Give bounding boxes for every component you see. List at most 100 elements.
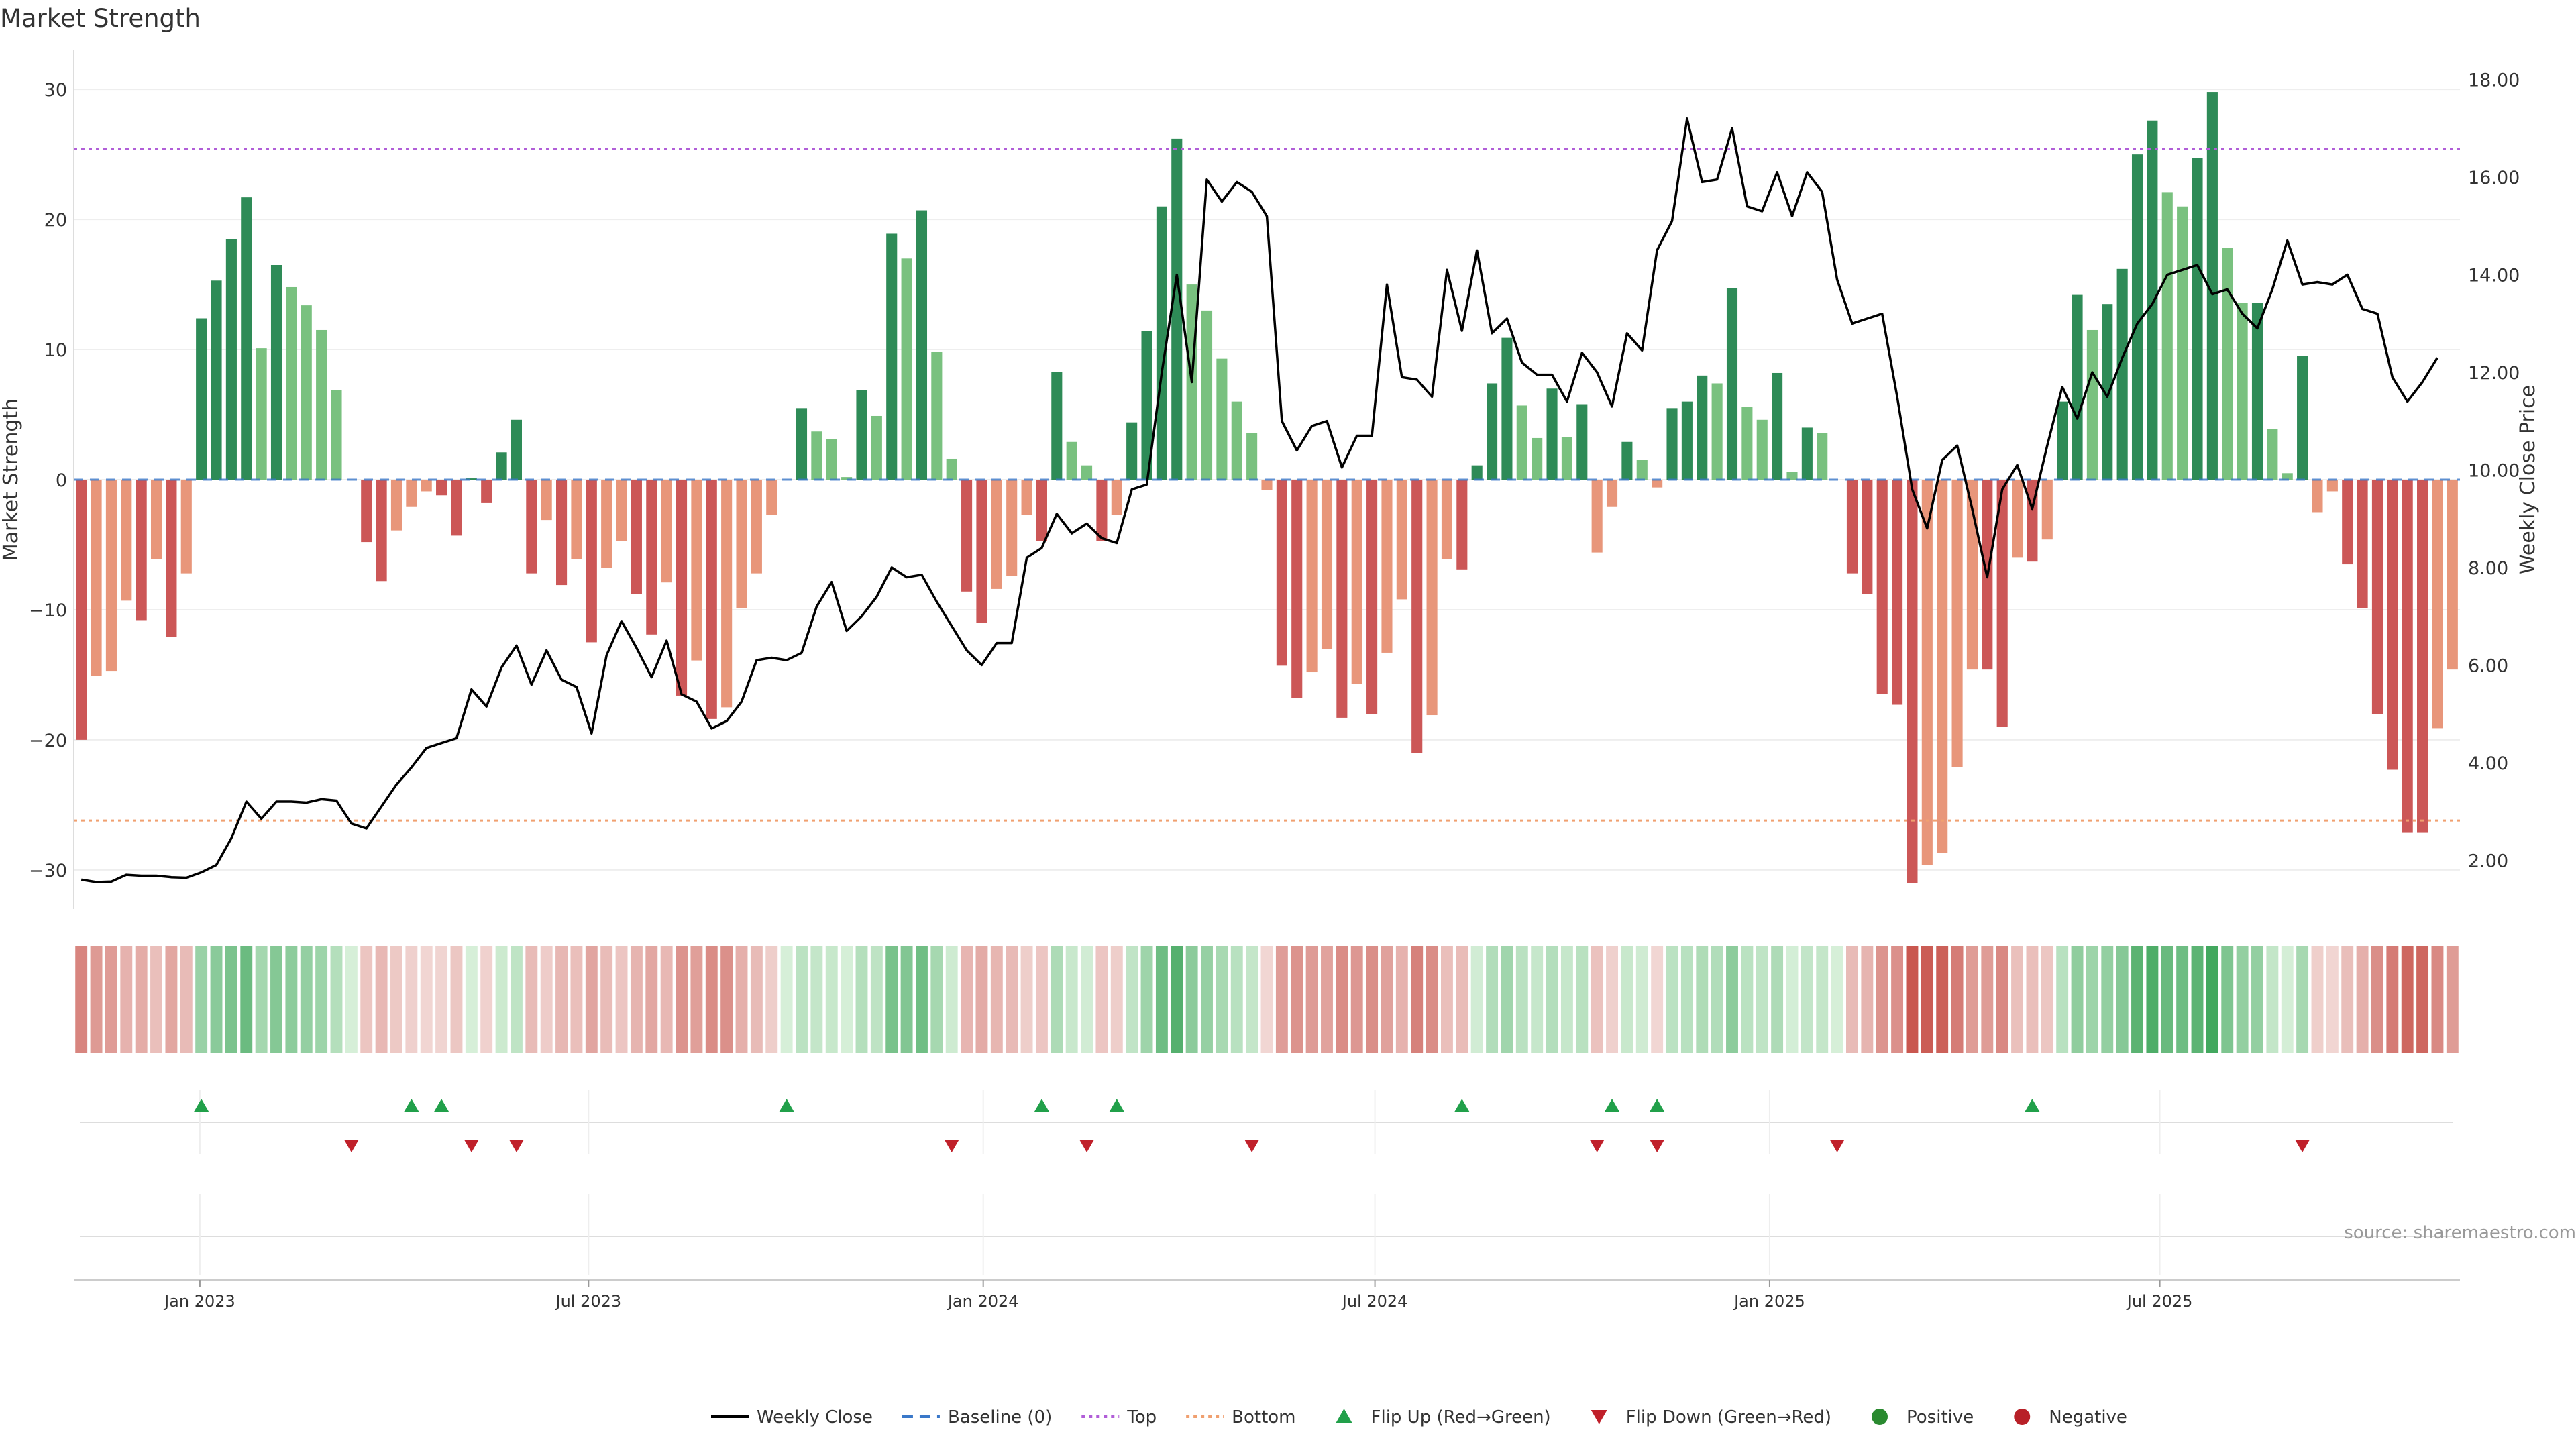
strength-bar bbox=[1966, 480, 1978, 670]
strength-bar bbox=[2312, 480, 2323, 513]
y2-tick-label: 6.00 bbox=[2468, 655, 2508, 676]
strip-cell bbox=[1411, 946, 1424, 1053]
y-axis-label: Market Strength bbox=[0, 398, 23, 561]
strip-cell bbox=[465, 946, 478, 1053]
strip-cell bbox=[1861, 946, 1874, 1053]
strength-bar bbox=[1996, 480, 2008, 727]
x-tick-label: Jan 2023 bbox=[163, 1292, 235, 1311]
strip-cell bbox=[1696, 946, 1709, 1053]
strip-cell bbox=[1741, 946, 1754, 1053]
flip-down-marker bbox=[1244, 1140, 1260, 1152]
weekly-close-line bbox=[80, 117, 2438, 883]
strength-bar bbox=[1652, 480, 1663, 488]
x-tick-label: Jul 2025 bbox=[2126, 1292, 2193, 1311]
strength-bar bbox=[481, 480, 492, 503]
strength-bar bbox=[1321, 480, 1333, 649]
strength-bar bbox=[916, 210, 928, 480]
strip-cell bbox=[1350, 946, 1363, 1053]
strip-cell bbox=[1171, 946, 1183, 1053]
strip-cell bbox=[945, 946, 958, 1053]
strip-cell bbox=[1216, 946, 1228, 1053]
x-axis: Jan 2023 Jul 2023 Jan 2024 Jul 2024 Jan 2025… bbox=[74, 1279, 2460, 1311]
strength-bar bbox=[1111, 480, 1122, 515]
strip-cell bbox=[285, 946, 298, 1053]
strip-cell bbox=[1095, 946, 1108, 1053]
strength-bar bbox=[886, 233, 898, 480]
strength-bar bbox=[841, 477, 853, 480]
strength-bar bbox=[286, 286, 297, 480]
strip-cell bbox=[1771, 946, 1784, 1053]
strip-cell bbox=[1711, 946, 1723, 1053]
strength-bar bbox=[1231, 401, 1242, 480]
strength-heat-strip bbox=[75, 946, 2459, 1053]
strength-bar bbox=[105, 480, 117, 672]
strip-cell bbox=[585, 946, 598, 1053]
strength-bar bbox=[2357, 480, 2368, 608]
strip-cell bbox=[435, 946, 448, 1053]
strength-bar bbox=[1532, 437, 1543, 480]
strip-cell bbox=[2086, 946, 2098, 1053]
strength-bar bbox=[1276, 480, 1287, 666]
flip-down-marker bbox=[1829, 1140, 1845, 1152]
strip-cell bbox=[135, 946, 148, 1053]
x-tick-label: Jan 2024 bbox=[947, 1292, 1019, 1311]
strip-cell bbox=[345, 946, 358, 1053]
strip-cell bbox=[660, 946, 673, 1053]
strip-cell bbox=[2191, 946, 2204, 1053]
strip-cell bbox=[810, 946, 823, 1053]
strength-bar bbox=[1426, 480, 1438, 716]
strip-cell bbox=[105, 946, 117, 1053]
flip-up-marker bbox=[1605, 1099, 1620, 1112]
strength-bar bbox=[601, 480, 612, 568]
strip-cell bbox=[1666, 946, 1678, 1053]
legend-item: Positive bbox=[1872, 1407, 1974, 1428]
strength-bar bbox=[2131, 154, 2143, 480]
strip-cell bbox=[735, 946, 748, 1053]
strip-cell bbox=[870, 946, 883, 1053]
strength-bar bbox=[1892, 480, 1903, 705]
strip-cell bbox=[75, 946, 88, 1053]
strength-bar bbox=[2417, 480, 2428, 833]
strength-bar bbox=[1366, 480, 1378, 714]
y-axis-left: −30 −20 −10 0 10 20 30 bbox=[29, 50, 74, 909]
strip-cell bbox=[1456, 946, 1468, 1053]
strip-cell bbox=[420, 946, 433, 1053]
strength-bar bbox=[1261, 480, 1273, 490]
strip-cell bbox=[2236, 946, 2249, 1053]
strength-bar bbox=[1681, 401, 1693, 480]
strip-cell bbox=[1081, 946, 1093, 1053]
strength-bar bbox=[1711, 383, 1723, 480]
strip-cell bbox=[2281, 946, 2294, 1053]
strip-cell bbox=[1651, 946, 1664, 1053]
strength-bar bbox=[1216, 358, 1228, 480]
strip-cell bbox=[2401, 946, 2414, 1053]
strip-cell bbox=[720, 946, 733, 1053]
strength-bar bbox=[2371, 480, 2383, 714]
strength-bar bbox=[2192, 158, 2203, 480]
strength-bar bbox=[2251, 303, 2263, 480]
legend-label: Baseline (0) bbox=[948, 1407, 1052, 1428]
strength-bar bbox=[1876, 480, 1888, 694]
strip-cell bbox=[2176, 946, 2189, 1053]
flip-markers-panel bbox=[80, 1090, 2453, 1275]
strength-bar bbox=[796, 408, 808, 480]
strip-cell bbox=[90, 946, 103, 1053]
strip-cell bbox=[1981, 946, 1994, 1053]
strength-bar bbox=[2267, 429, 2278, 480]
ref-lines-layer bbox=[74, 148, 2460, 822]
y2-tick-label: 8.00 bbox=[2468, 558, 2508, 579]
flip-up-marker bbox=[194, 1099, 209, 1112]
x-tick-label: Jul 2023 bbox=[554, 1292, 621, 1311]
strength-bar bbox=[1546, 388, 1558, 480]
strip-cell bbox=[2371, 946, 2383, 1053]
strength-bar bbox=[571, 480, 582, 559]
strength-bar bbox=[121, 480, 132, 601]
strength-bar bbox=[2147, 120, 2158, 480]
strength-bar bbox=[931, 352, 943, 480]
strength-bar bbox=[706, 480, 717, 719]
strip-cell bbox=[2221, 946, 2234, 1053]
y-tick-label: −10 bbox=[29, 600, 67, 621]
strip-cell bbox=[240, 946, 253, 1053]
strip-cell bbox=[930, 946, 943, 1053]
